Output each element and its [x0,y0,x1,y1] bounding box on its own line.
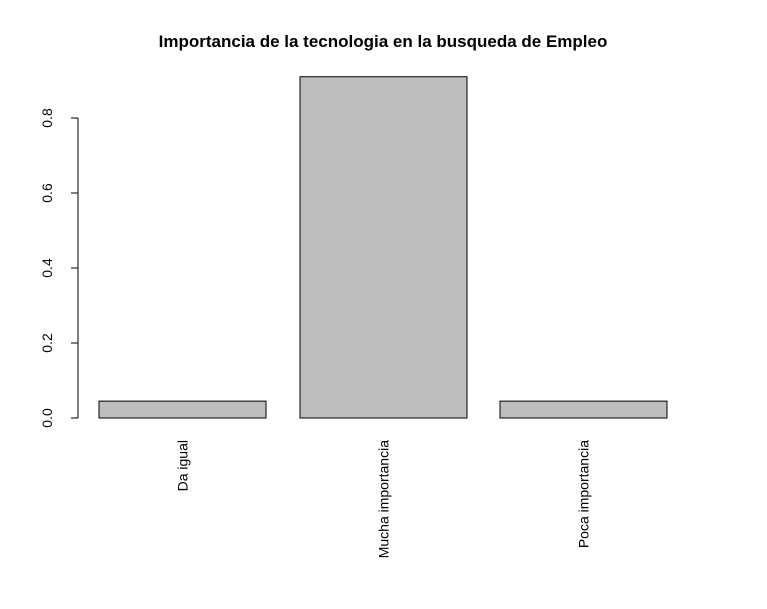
x-tick-label: Da igual [175,440,191,491]
bar [499,400,668,419]
y-tick-label: 0.4 [39,258,55,278]
y-tick-label: 0.8 [39,108,55,128]
y-tick-label: 0.0 [39,408,55,428]
chart-title: Importancia de la tecnologia en la busqu… [159,32,608,51]
y-tick-label: 0.2 [39,333,55,353]
y-tick-label: 0.6 [39,183,55,203]
bar [98,400,267,419]
bar [299,76,468,419]
x-tick-label: Poca importancia [576,440,592,548]
x-tick-label: Mucha importancia [376,440,392,558]
